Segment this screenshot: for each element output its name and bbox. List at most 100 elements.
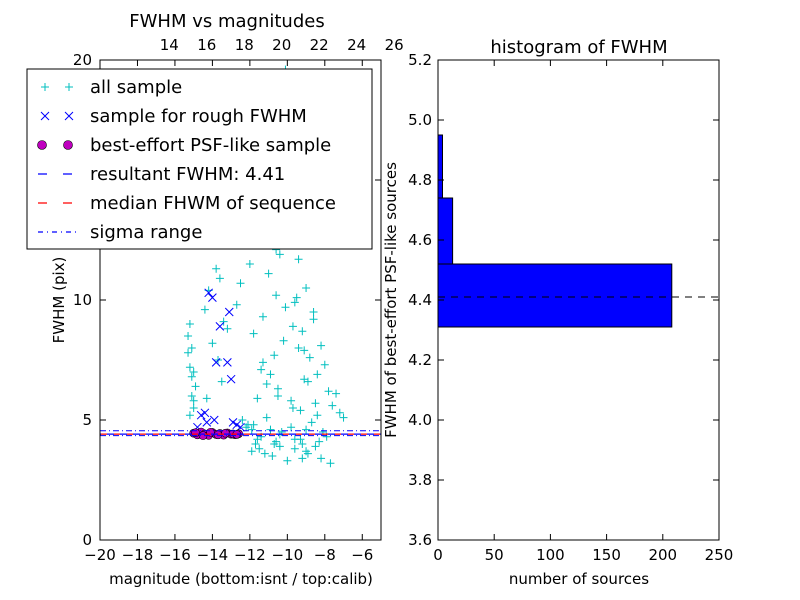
all-sample-point xyxy=(251,440,260,448)
left-top-tick-label: 22 xyxy=(310,36,329,54)
all-sample-point xyxy=(294,255,303,264)
all-sample-point xyxy=(185,320,194,328)
left-chart-title: FWHM vs magnitudes xyxy=(129,11,324,32)
left-y-tick-label: 10 xyxy=(73,291,92,309)
right-x-tick-label: 250 xyxy=(705,546,734,564)
all-sample-point xyxy=(189,404,198,412)
all-sample-point xyxy=(335,408,344,417)
right-y-ticks: 3.6 3.8 4.0 4.2 4.4 4.6 4.8 5.0 5.2 xyxy=(408,51,719,549)
all-sample-point xyxy=(247,425,256,434)
all-sample-point xyxy=(281,303,290,312)
rough-sample-point xyxy=(223,358,232,367)
all-sample-point xyxy=(273,384,282,393)
psf-sample-point xyxy=(206,427,215,437)
right-y-axis-label: FWHM of best-effort PSF-like sources xyxy=(382,162,400,438)
legend-circle-marker xyxy=(63,140,73,150)
all-sample-point xyxy=(303,449,312,458)
all-sample-point xyxy=(290,298,299,307)
all-sample-point xyxy=(300,375,309,384)
rough-sample-point xyxy=(226,374,236,384)
rough-sample-point xyxy=(200,408,210,418)
all-sample-point xyxy=(249,329,258,338)
left-top-ticks: 14 16 18 20 22 24 26 xyxy=(160,36,404,54)
all-sample-point xyxy=(309,308,318,316)
all-sample-point xyxy=(191,382,200,391)
all-sample-point xyxy=(288,322,297,331)
all-sample-point xyxy=(266,370,275,379)
all-sample-point xyxy=(326,459,335,468)
all-sample-point xyxy=(339,413,348,422)
all-sample-point xyxy=(298,327,307,336)
all-sample-point xyxy=(258,358,267,367)
left-top-tick-label: 24 xyxy=(347,36,366,54)
all-sample-point xyxy=(219,317,228,326)
right-x-axis-label: number of sources xyxy=(509,570,649,588)
left-x-axis-label: magnitude (bottom:isnt / top:calib) xyxy=(109,570,373,588)
legend-label: sigma range xyxy=(90,222,202,243)
right-y-tick-label: 4.8 xyxy=(408,171,432,189)
rough-sample-point xyxy=(224,307,234,317)
left-x-tick-label: −20 xyxy=(84,546,116,564)
left-top-tick-label: 14 xyxy=(160,36,179,54)
all-sample-point xyxy=(268,452,277,460)
psf-sample-point xyxy=(213,430,223,440)
all-sample-point xyxy=(317,341,326,350)
legend-label: all sample xyxy=(90,77,182,98)
all-sample-point xyxy=(296,406,305,415)
right-y-tick-label: 3.8 xyxy=(408,471,432,489)
right-y-tick-label: 3.6 xyxy=(408,531,432,549)
all-sample-point xyxy=(184,332,193,340)
legend-box xyxy=(26,68,373,250)
all-sample-point xyxy=(275,250,284,259)
all-sample-point xyxy=(287,423,296,432)
left-top-tick-label: 26 xyxy=(385,36,404,54)
all-sample-point xyxy=(292,293,301,302)
right-chart-title: histogram of FWHM xyxy=(490,37,667,58)
all-sample-point xyxy=(217,377,226,386)
all-sample-point xyxy=(185,411,194,420)
all-sample-point xyxy=(255,444,264,453)
legend-label: resultant FWHM: 4.41 xyxy=(90,164,285,185)
all-sample-point xyxy=(288,404,297,412)
all-sample-point xyxy=(315,437,324,446)
all-sample-point xyxy=(296,435,305,444)
histogram-bar xyxy=(437,197,454,265)
right-chart: histogram of FWHM 0 50 100 150 200 250 3.6 3.8… xyxy=(382,37,733,588)
all-sample-point xyxy=(249,420,258,429)
rough-sample-point xyxy=(204,288,214,298)
all-sample-point xyxy=(305,353,314,362)
all-sample-point xyxy=(307,418,316,427)
all-sample-point xyxy=(272,291,281,300)
legend-x-marker xyxy=(40,111,50,121)
legend: all sample sample for rough FWHM best-effo… xyxy=(26,68,373,250)
all-sample-point xyxy=(264,269,273,278)
all-sample-point xyxy=(200,305,209,314)
legend-circle-marker xyxy=(37,140,47,150)
rough-sample-point xyxy=(232,420,242,430)
all-sample-point xyxy=(328,401,337,410)
left-x-ticks: −20 −18 −16 −14 −12 −10 −8 −6 xyxy=(84,60,373,564)
histogram-bar xyxy=(437,263,673,328)
all-sample-point xyxy=(257,365,266,374)
all-sample-point xyxy=(309,315,318,324)
right-x-tick-label: 200 xyxy=(648,546,677,564)
left-x-tick-label: −8 xyxy=(314,546,336,564)
all-sample-point xyxy=(302,284,311,292)
all-sample-point xyxy=(270,351,279,360)
right-x-ticks: 0 50 100 150 200 250 xyxy=(433,60,733,564)
all-sample-point xyxy=(311,442,320,451)
all-sample-point xyxy=(272,437,281,446)
left-top-tick-label: 20 xyxy=(272,36,291,54)
right-x-tick-label: 100 xyxy=(536,546,565,564)
all-sample-point xyxy=(273,392,282,400)
right-x-tick-label: 150 xyxy=(592,546,621,564)
left-y-tick-label: 5 xyxy=(82,411,92,429)
all-sample-point xyxy=(202,394,211,403)
rough-sample-point xyxy=(211,358,221,367)
right-x-tick-label: 0 xyxy=(433,546,443,564)
all-sample-point xyxy=(184,348,193,357)
all-sample-point xyxy=(242,423,251,432)
legend-x-marker xyxy=(64,111,74,121)
left-x-tick-label: −12 xyxy=(234,546,266,564)
